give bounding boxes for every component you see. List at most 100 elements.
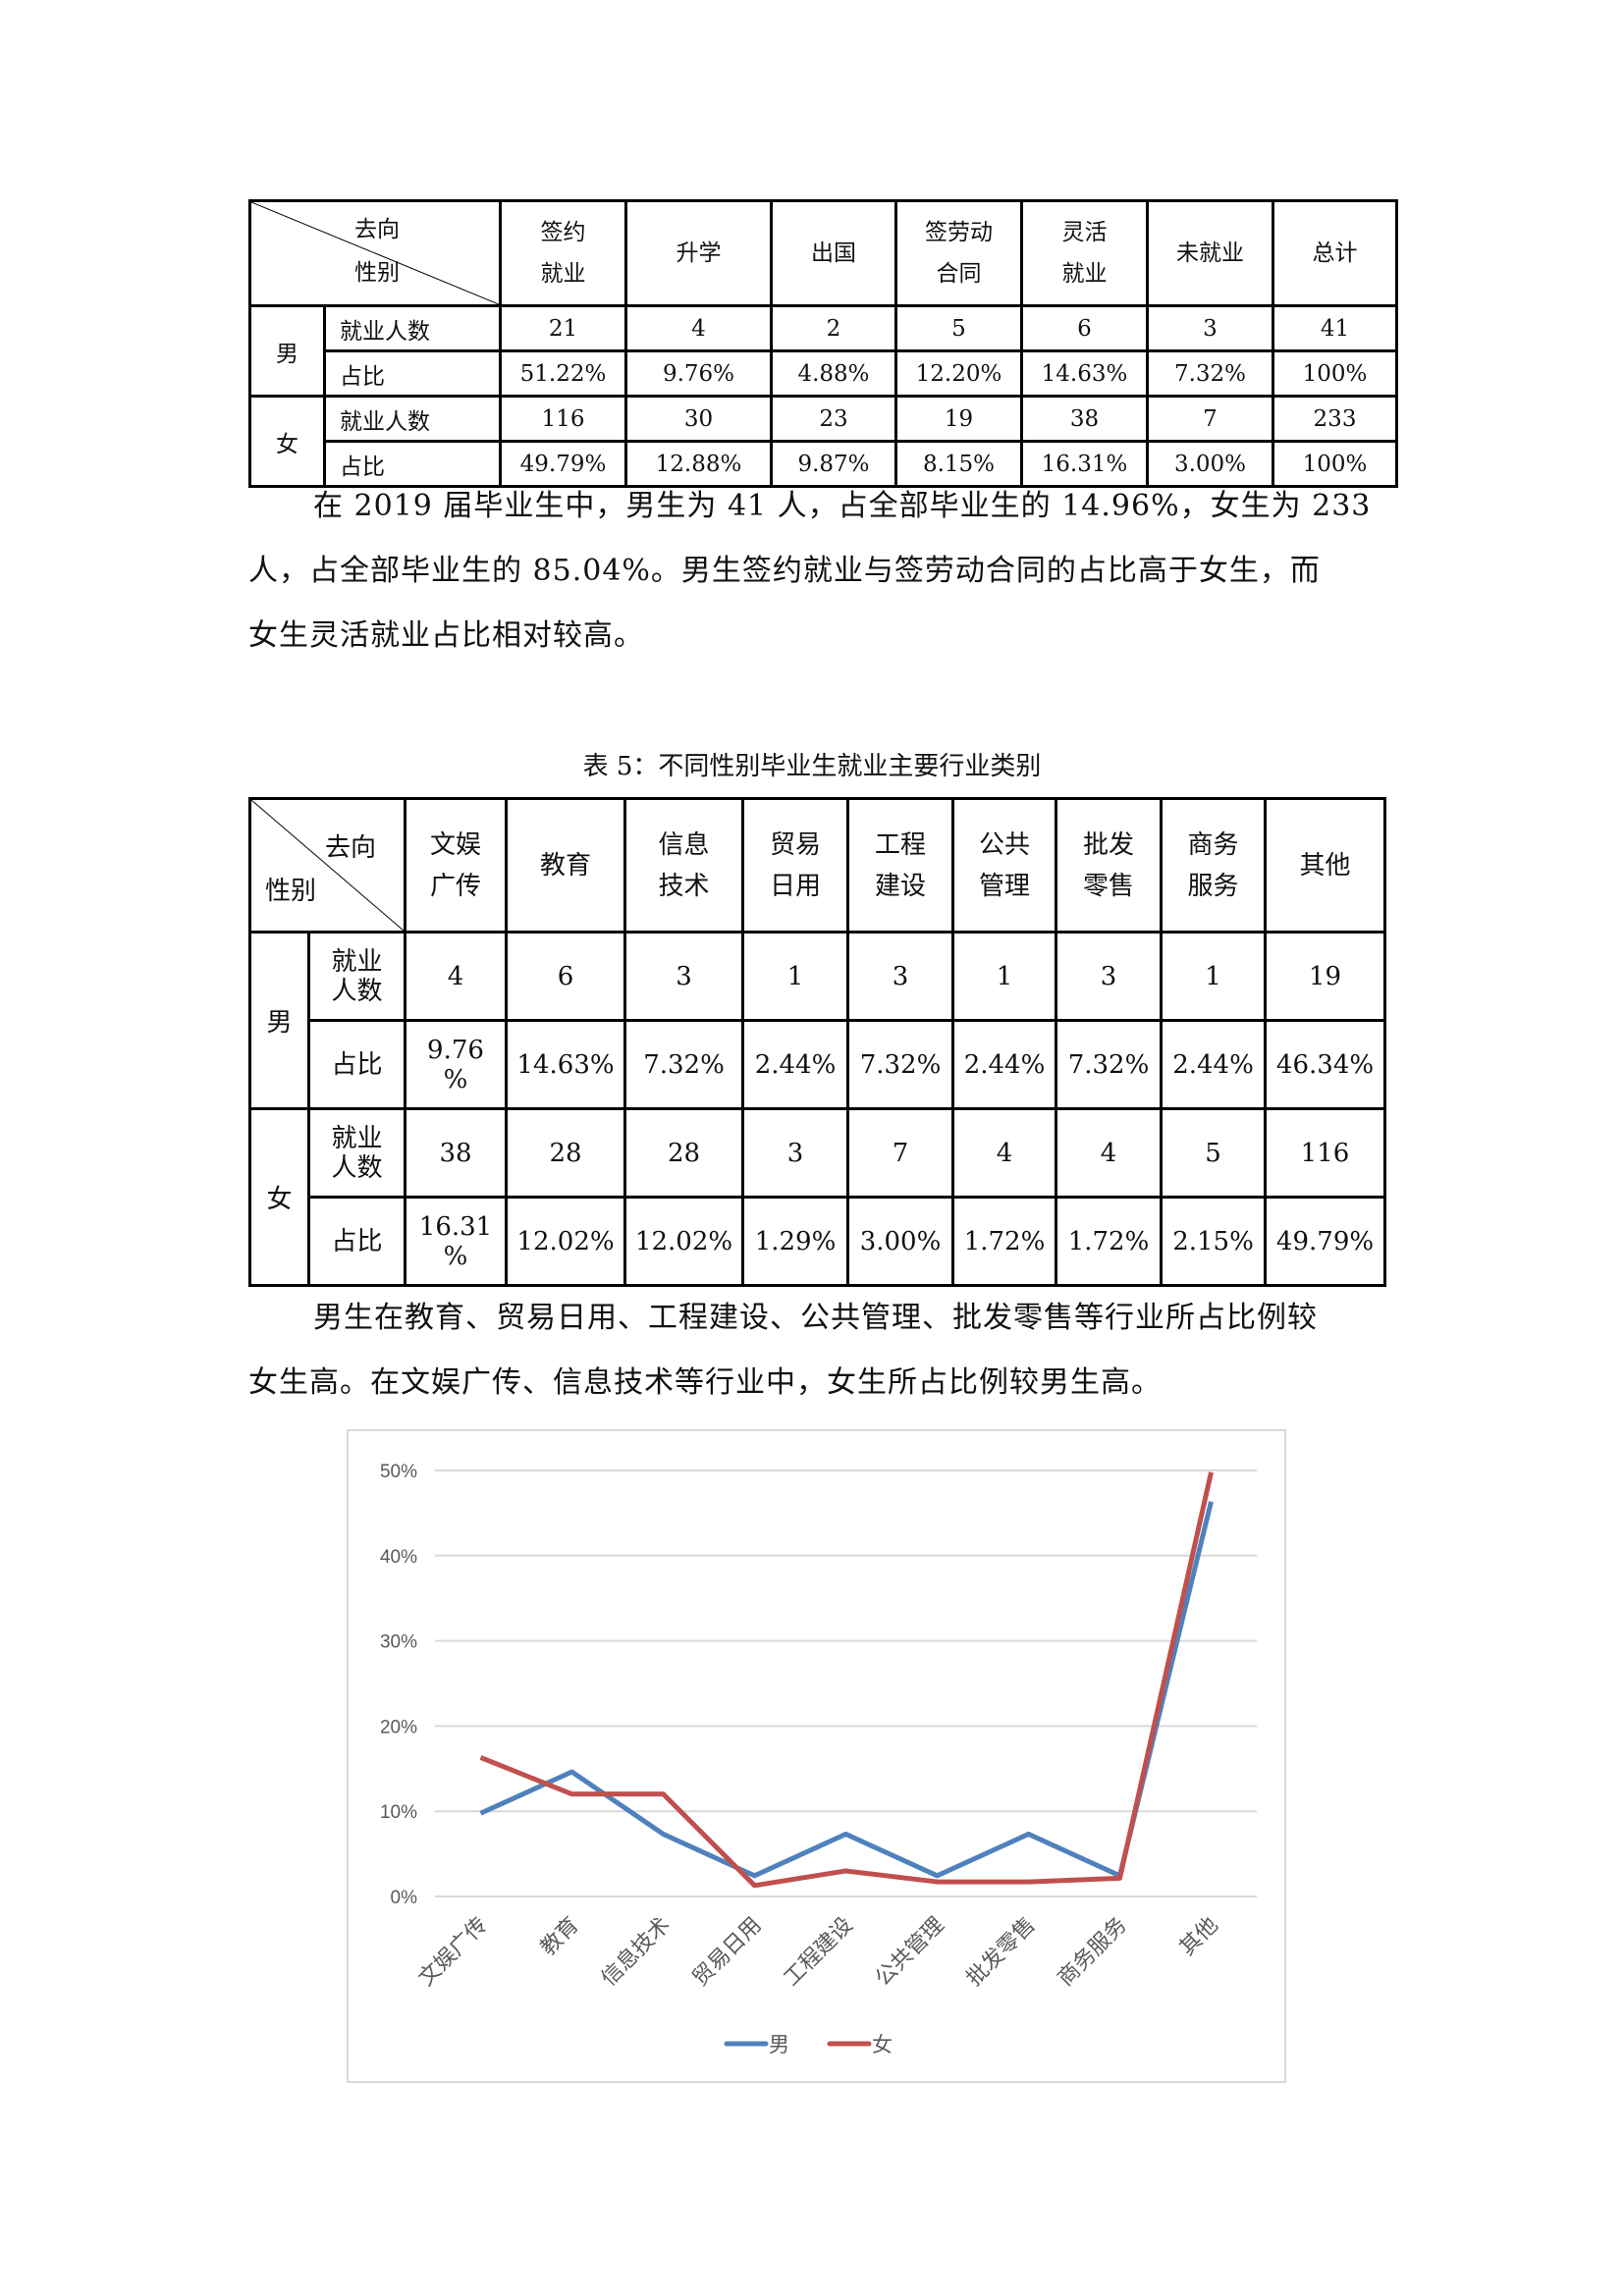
table-cell: 7.32%	[623, 1019, 744, 1110]
corner-header-cell: 去向 性别	[248, 797, 406, 934]
y-tick-label: 10%	[380, 1802, 417, 1823]
y-tick-label: 0%	[391, 1888, 418, 1908]
table-cell: 5	[1160, 1107, 1267, 1199]
gender-cell: 女	[248, 1107, 310, 1287]
column-header: 总计	[1272, 199, 1398, 307]
paragraph-line: 女生灵活就业占比相对较高。	[248, 618, 644, 653]
graduate-destination-table: 去向 性别 签约 就业 升学 出国 签劳动 合同 灵活 就业 未就业 总计 男就业人数 21 4…	[248, 199, 1398, 488]
x-tick-label: 信息技术	[597, 1913, 676, 1992]
table-cell: 38	[404, 1107, 508, 1199]
table-cell: 233	[1272, 395, 1398, 443]
corner-header-cell: 去向 性别	[248, 199, 502, 307]
industry-line-chart: 0% 10% 20% 30% 40% 50% 文娱广传 教育 信息技术 贸易日用 工程建设 公共管理批…	[347, 1429, 1286, 2083]
chart-canvas: 0% 10% 20% 30% 40% 50% 文娱广传 教育 信息技术 贸易日用 工程建设 公共管理批…	[380, 1462, 1257, 2056]
table-cell: 7.32%	[1146, 349, 1274, 398]
corner-bottom-label: 性别	[265, 877, 317, 906]
table-row: 男就业人数 21 4 2 5 6 3 41	[248, 304, 1398, 398]
column-header: 升学	[624, 199, 773, 307]
table-cell: 116	[1264, 1107, 1386, 1199]
column-header: 公共 管理	[951, 797, 1057, 934]
table-cell: 116	[499, 395, 627, 443]
gender-cell: 男	[248, 304, 326, 398]
column-header: 灵活 就业	[1020, 199, 1149, 307]
corner-top-label: 去向	[325, 833, 377, 863]
table-cell: 49.79%	[1264, 1196, 1386, 1287]
table-cell: 12.20%	[894, 349, 1023, 398]
row-label: 占比	[307, 1019, 406, 1110]
table-cell: 12.02%	[623, 1196, 744, 1287]
table-cell: 14.63%	[1020, 349, 1149, 398]
table-cell: 2.44%	[741, 1019, 849, 1110]
table-row: 占比 49.79% 12.88% 9.87% 8.15% 16.31% 3.00% 100%	[250, 440, 1398, 488]
table-cell: 28	[505, 1107, 626, 1199]
table-cell: 5	[894, 304, 1023, 352]
paragraph-line: 在 2019 届毕业生中，男生为 41 人，占全部毕业生的 14.96%，女生为…	[313, 489, 1372, 523]
y-tick-label: 20%	[380, 1717, 417, 1737]
x-tick-label: 批发零售	[962, 1913, 1041, 1992]
industry-by-gender-table: 去向 性别 文娱 广传 教育 信息 技术 贸易 日用 工程 建设 公共 管理 批发 零售 商务…	[248, 797, 1386, 1287]
table-cell: 8.15%	[894, 440, 1023, 488]
paragraph-line: 女生高。在文娱广传、信息技术等行业中，女生所占比例较男生高。	[248, 1365, 1162, 1400]
table-cell: 4	[951, 1107, 1057, 1199]
column-header: 文娱 广传	[404, 797, 508, 934]
series-line-男	[479, 1501, 1214, 1879]
table-cell: 4.88%	[770, 349, 897, 398]
x-tick-label: 教育	[536, 1913, 584, 1961]
column-header: 出国	[770, 199, 897, 307]
x-tick-label: 文娱广传	[414, 1913, 493, 1992]
table-cell: 100%	[1272, 349, 1398, 398]
table-cell: 51.22%	[499, 349, 627, 398]
gender-cell: 女	[248, 395, 326, 488]
corner-top-label: 去向	[354, 217, 400, 242]
column-header: 其他	[1264, 797, 1386, 934]
table-row: 女就业 人数 38 28 28 3 7 4 4 5 116	[248, 1107, 1386, 1287]
x-tick-label: 贸易日用	[688, 1913, 767, 1992]
paragraph-2: 男生在教育、贸易日用、工程建设、公共管理、批发零售等行业所占比例较 女生高。在文…	[248, 1286, 1318, 1415]
x-tick-label: 其他	[1175, 1913, 1223, 1961]
row-label: 就业人数	[323, 395, 502, 443]
corner-bottom-label: 性别	[354, 260, 400, 286]
table-cell: 3	[623, 931, 744, 1022]
table-cell: 3	[741, 1107, 849, 1199]
x-tick-label: 公共管理	[871, 1913, 949, 1992]
table-row: 占比 51.22% 9.76% 4.88% 12.20% 14.63% 7.32% 100%	[250, 349, 1398, 398]
column-header: 教育	[505, 797, 626, 934]
column-header: 信息 技术	[623, 797, 744, 934]
table-cell: 12.88%	[624, 440, 773, 488]
table-cell: 1	[1160, 931, 1267, 1022]
x-tick-label: 工程建设	[780, 1913, 858, 1992]
table-cell: 21	[499, 304, 627, 352]
table-cell: 2.44%	[951, 1019, 1057, 1110]
y-tick-label: 50%	[380, 1462, 417, 1482]
column-header: 签约 就业	[499, 199, 627, 307]
table-cell: 3	[1146, 304, 1274, 352]
paragraph-line: 人，占全部毕业生的 85.04%。男生签约就业与签劳动合同的占比高于女生，而	[248, 554, 1321, 588]
table-cell: 19	[1264, 931, 1386, 1022]
table-cell: 7.32%	[846, 1019, 954, 1110]
row-label: 就业 人数	[307, 1107, 406, 1199]
column-header: 批发 零售	[1055, 797, 1163, 934]
row-label: 就业 人数	[307, 931, 406, 1022]
table-cell: 1.29%	[741, 1196, 849, 1287]
table-cell: 1	[951, 931, 1057, 1022]
table-cell: 3	[846, 931, 954, 1022]
gender-cell: 男	[248, 931, 310, 1110]
table-cell: 19	[894, 395, 1023, 443]
row-label: 就业人数	[323, 304, 502, 352]
column-header: 工程 建设	[846, 797, 954, 934]
table-cell: 4	[624, 304, 773, 352]
table-cell: 2.15%	[1160, 1196, 1267, 1287]
table-cell: 16.31%	[1020, 440, 1149, 488]
table-cell: 9.76 %	[404, 1019, 508, 1110]
table-cell: 4	[404, 931, 508, 1022]
table-cell: 6	[1020, 304, 1149, 352]
table-cell: 28	[623, 1107, 744, 1199]
y-tick-label: 40%	[380, 1547, 417, 1568]
table-row: 占比 16.31 % 12.02% 12.02% 1.29% 3.00% 1.72% 1.72…	[250, 1196, 1386, 1287]
row-label: 占比	[323, 349, 502, 398]
table-row: 女就业人数 116 30 23 19 38 7 233	[248, 395, 1398, 488]
table-cell: 12.02%	[505, 1196, 626, 1287]
column-header: 未就业	[1146, 199, 1274, 307]
table-cell: 7.32%	[1055, 1019, 1163, 1110]
table-cell: 9.76%	[624, 349, 773, 398]
